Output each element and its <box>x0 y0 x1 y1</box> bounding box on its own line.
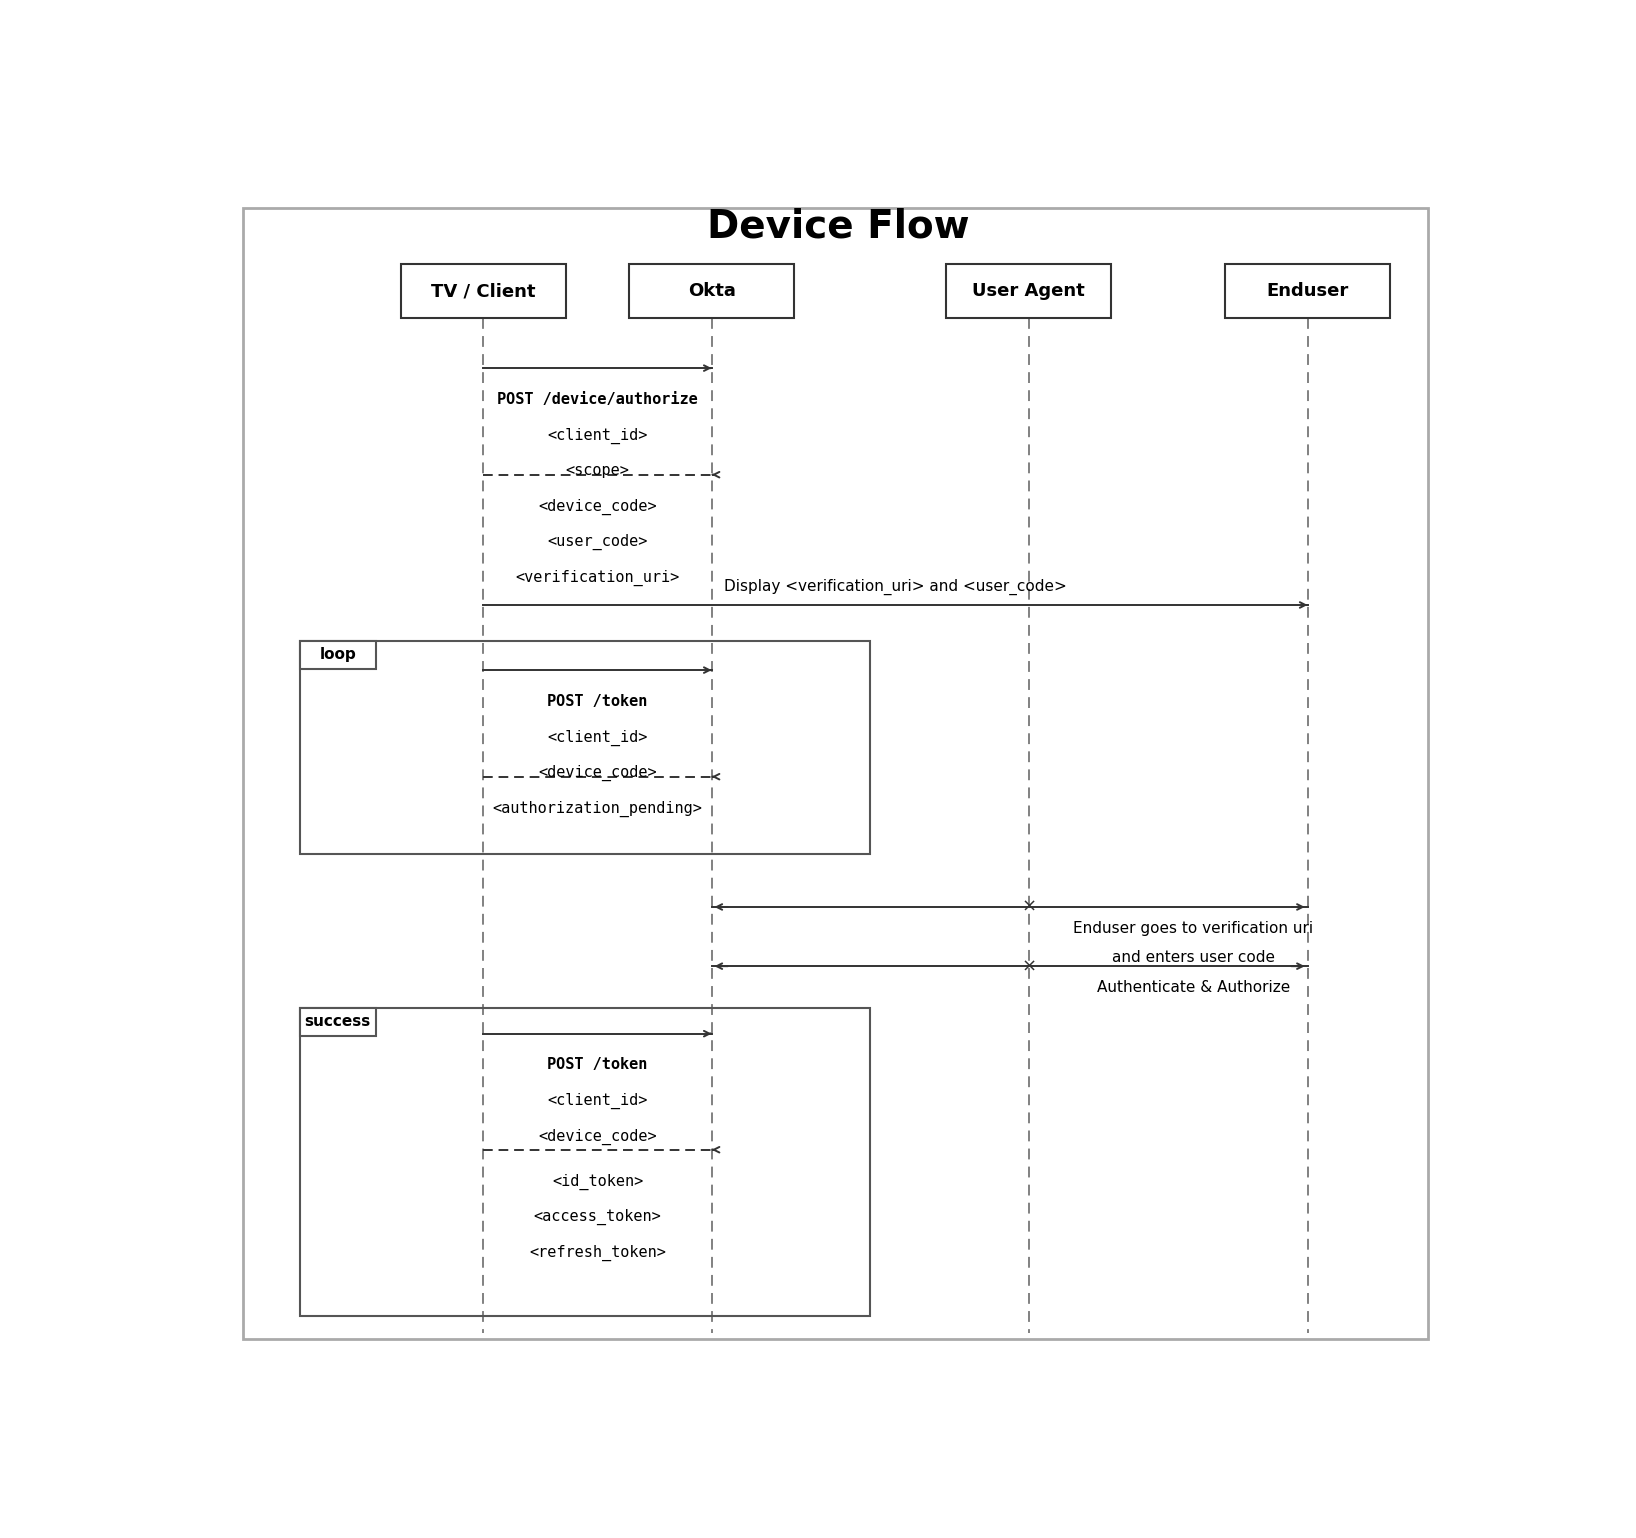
Bar <box>299 640 376 669</box>
Bar <box>946 265 1111 318</box>
Text: <client_id>: <client_id> <box>548 1094 648 1109</box>
Text: Enduser goes to verification uri: Enduser goes to verification uri <box>1073 921 1314 937</box>
Text: <access_token>: <access_token> <box>533 1209 661 1226</box>
Text: <refresh_token>: <refresh_token> <box>528 1244 666 1261</box>
Text: <device_code>: <device_code> <box>538 764 658 781</box>
Bar <box>401 265 566 318</box>
Bar <box>299 1007 870 1315</box>
Text: <client_id>: <client_id> <box>548 729 648 746</box>
Text: <verification_uri>: <verification_uri> <box>515 569 679 586</box>
Text: ×: × <box>1021 898 1036 917</box>
Text: <authorization_pending>: <authorization_pending> <box>492 800 702 817</box>
Text: POST /token: POST /token <box>548 1057 648 1072</box>
Bar <box>1225 265 1391 318</box>
Text: Authenticate & Authorize: Authenticate & Authorize <box>1096 980 1291 995</box>
Text: ×: × <box>1021 957 1036 975</box>
Text: <user_code>: <user_code> <box>548 534 648 551</box>
Text: <client_id>: <client_id> <box>548 428 648 443</box>
Text: <device_code>: <device_code> <box>538 498 658 515</box>
Text: loop: loop <box>319 647 357 663</box>
Bar <box>630 265 793 318</box>
Text: POST /token: POST /token <box>548 694 648 709</box>
Text: POST /device/authorize: POST /device/authorize <box>497 392 699 408</box>
Text: <id_token>: <id_token> <box>551 1173 643 1189</box>
Text: Device Flow: Device Flow <box>707 208 970 245</box>
Text: User Agent: User Agent <box>972 281 1085 300</box>
Bar <box>299 1007 376 1037</box>
Text: Okta: Okta <box>687 281 736 300</box>
Bar <box>299 640 870 854</box>
Text: success: success <box>304 1015 371 1029</box>
Text: <scope>: <scope> <box>566 463 630 478</box>
Text: TV / Client: TV / Client <box>432 281 535 300</box>
Text: Enduser: Enduser <box>1266 281 1348 300</box>
Text: and enters user code: and enters user code <box>1112 949 1274 964</box>
Text: <device_code>: <device_code> <box>538 1129 658 1144</box>
Text: Display <verification_uri> and <user_code>: Display <verification_uri> and <user_cod… <box>725 580 1067 595</box>
